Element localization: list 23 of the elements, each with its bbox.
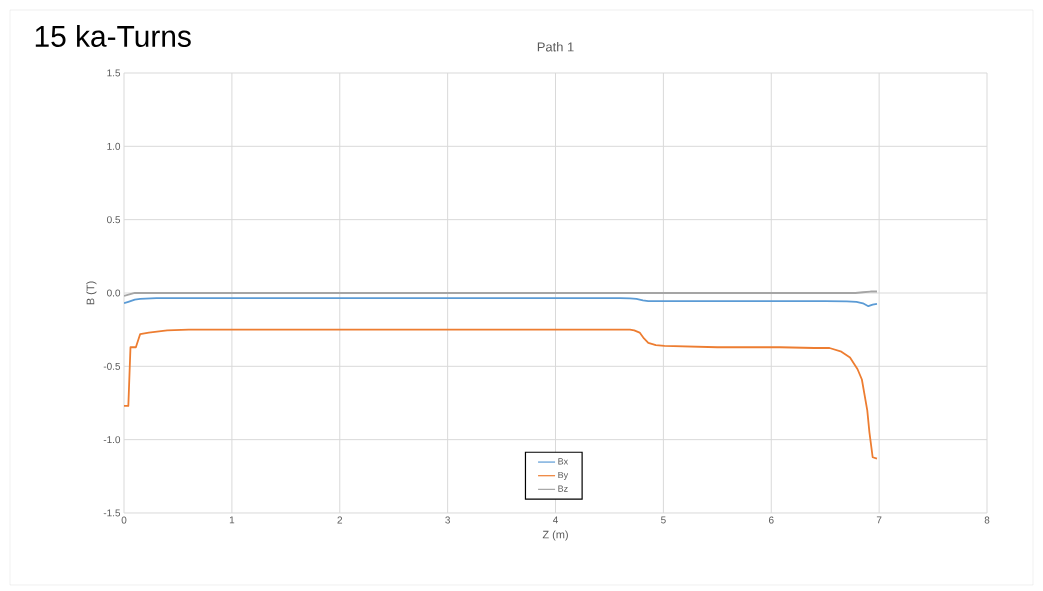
x-tick-label: 6 [768,516,774,524]
y-tick-label: 0.5 [107,216,121,224]
x-tick-label: 4 [552,516,558,524]
legend-label: Bx [558,458,569,465]
x-tick-label: 2 [337,516,343,524]
x-tick-label: 3 [445,516,450,524]
text: 15 ka-Turns [35,25,191,47]
chart-title: Path 1 [537,41,574,52]
x-axis-title: Z (m) [542,530,568,541]
x-tick-label: 1 [229,516,235,524]
x-tick-label: 8 [984,516,990,524]
x-tick-label: 0 [121,516,127,524]
legend-label: By [558,471,569,480]
x-tick-label: 7 [876,516,882,524]
legend-label: Bz [558,485,568,492]
y-axis-title: B (T) [86,281,97,305]
y-tick-label: -1.0 [103,436,121,444]
x-tick-label: 5 [661,516,666,524]
y-tick-label: -1.5 [103,509,121,517]
y-tick-label: 1.5 [107,69,121,77]
y-tick-label: 0.0 [107,289,121,297]
y-tick-label: 1.0 [107,142,121,150]
y-tick-label: -0.5 [103,362,121,370]
